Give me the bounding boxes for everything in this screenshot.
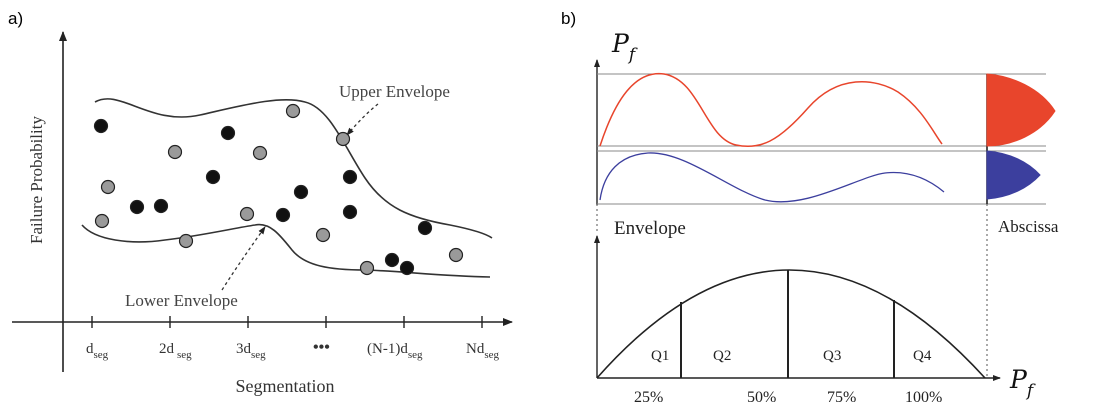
point-dark	[220, 125, 236, 141]
panel-a-tick-marks	[91, 316, 483, 328]
quartile-label-q2: Q2	[713, 348, 731, 364]
upper-red-curve	[599, 72, 943, 148]
tick-label-dots: •••	[313, 339, 330, 356]
point-dark	[275, 207, 291, 223]
upper-envelope-pointer	[346, 103, 379, 136]
percent-label-100: 100%	[905, 389, 942, 406]
quartile-label-q3: Q3	[823, 348, 841, 364]
panel-a-tick-labels: dseg 2d seg 3dseg ••• (N-1)dseg Ndseg	[86, 339, 500, 361]
point-light	[335, 131, 351, 147]
panel-b-x-symbol: Pf	[1009, 365, 1036, 401]
upper-red-distribution	[986, 73, 1056, 147]
panel-a-y-axis-label: Failure Probability	[27, 116, 46, 244]
point-dark	[205, 169, 221, 185]
point-light	[239, 206, 255, 222]
point-light	[285, 103, 301, 119]
point-dark	[342, 204, 358, 220]
point-dark	[417, 220, 433, 236]
tick-label-dseg: dseg	[86, 341, 109, 361]
panel-b-y-symbol: Pf	[611, 29, 638, 65]
lower-envelope-curve	[81, 223, 491, 278]
point-light	[315, 227, 331, 243]
panel-b-frame	[597, 73, 1046, 205]
point-light	[100, 179, 116, 195]
point-dark	[93, 118, 109, 134]
tick-label-n-1-dseg: (N-1)dseg	[367, 341, 423, 361]
tick-label-2dseg: 2d seg	[159, 341, 192, 361]
point-dark	[342, 169, 358, 185]
point-dark	[384, 252, 400, 268]
lower-blue-distribution	[986, 150, 1041, 200]
percent-label-25: 25%	[634, 389, 663, 406]
quartile-label-q1: Q1	[651, 348, 669, 364]
point-dark	[399, 260, 415, 276]
envelope-label: Envelope	[614, 218, 686, 239]
panel-b: b) Pf Envelope Abscissa	[561, 9, 1059, 406]
percent-label-75: 75%	[827, 389, 856, 406]
abscissa-label: Abscissa	[998, 217, 1059, 236]
upper-envelope-curve	[94, 98, 493, 239]
point-light	[94, 213, 110, 229]
panel-b-label: b)	[561, 9, 576, 28]
quartile-labels: Q1 Q2 Q3 Q4	[651, 348, 932, 364]
panel-a-x-axis-label: Segmentation	[236, 376, 335, 396]
point-light	[359, 260, 375, 276]
lower-envelope-label: Lower Envelope	[125, 291, 238, 310]
quartile-dividers	[680, 270, 895, 378]
percent-labels: 25% 50% 75% 100%	[634, 389, 942, 406]
tick-label-ndseg: Ndseg	[466, 341, 500, 361]
panel-a-points	[93, 103, 464, 276]
point-light	[448, 247, 464, 263]
panel-a: a) Failure Probability Segmentation dseg…	[8, 9, 513, 396]
point-light	[167, 144, 183, 160]
panel-a-label: a)	[8, 9, 23, 28]
upper-envelope-label: Upper Envelope	[339, 82, 450, 101]
point-light	[252, 145, 268, 161]
quartile-label-q4: Q4	[913, 348, 932, 364]
point-light	[178, 233, 194, 249]
tick-label-3dseg: 3dseg	[236, 341, 266, 361]
distribution-parabola	[596, 269, 986, 379]
point-dark	[153, 198, 169, 214]
point-dark	[293, 184, 309, 200]
lower-envelope-pointer	[221, 226, 266, 291]
point-dark	[129, 199, 145, 215]
lower-blue-curve	[599, 152, 945, 203]
percent-label-50: 50%	[747, 389, 776, 406]
